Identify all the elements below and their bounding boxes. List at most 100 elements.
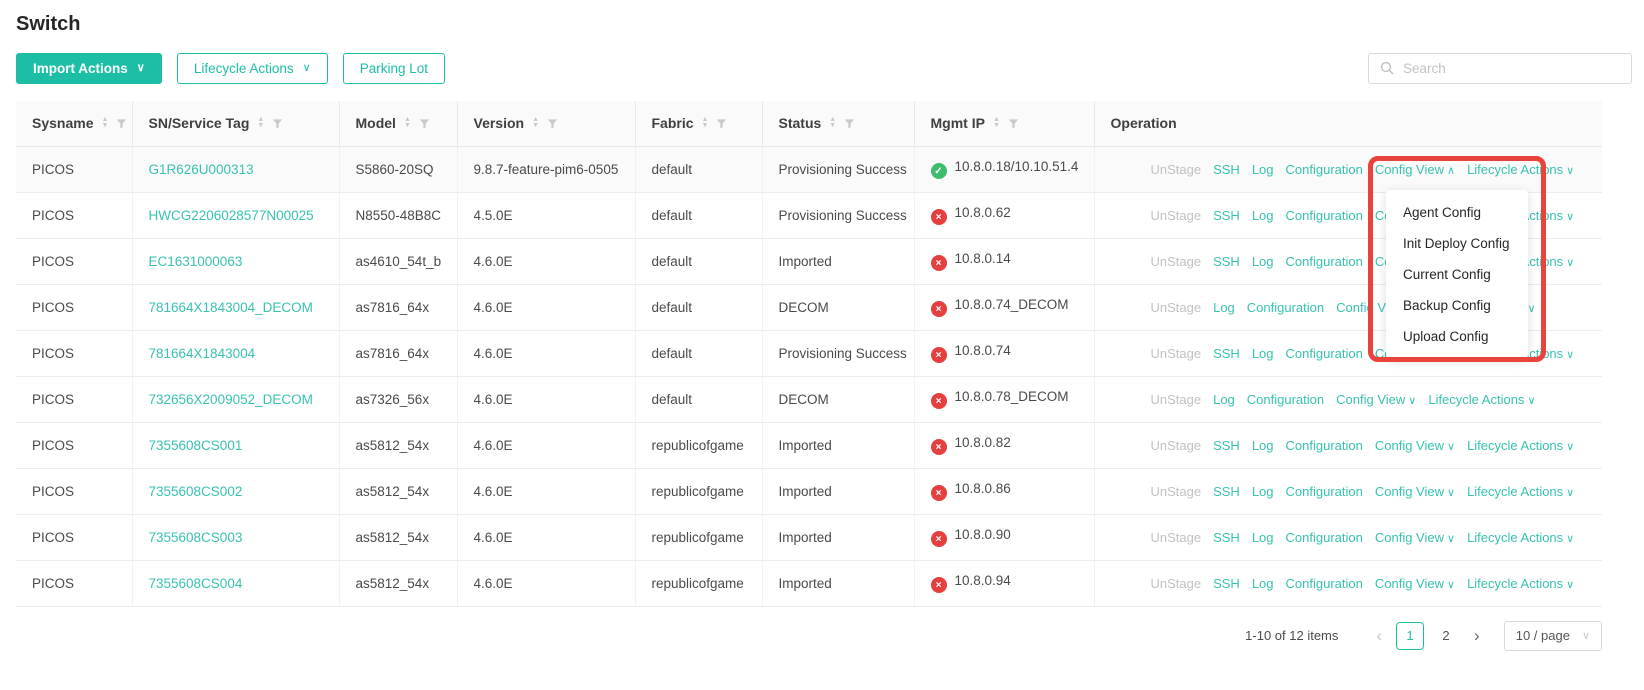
caret-up-icon: ▲ — [701, 116, 709, 124]
sn-link[interactable]: 781664X1843004 — [148, 345, 256, 361]
op-lifecycle-actions[interactable]: Lifecycle Actions∨ — [1467, 575, 1575, 591]
op-config-view[interactable]: Config View∨ — [1374, 529, 1456, 545]
filter-icon[interactable] — [716, 118, 727, 129]
op-log[interactable]: Log — [1251, 575, 1274, 591]
op-configuration[interactable]: Configuration — [1285, 253, 1363, 269]
cell-version: 4.5.0E — [457, 192, 636, 239]
op-config-view[interactable]: Config View∨ — [1374, 483, 1456, 499]
lifecycle-actions-button[interactable]: Lifecycle Actions ∨ — [176, 52, 328, 84]
op-lifecycle-actions[interactable]: Lifecycle Actions∨ — [1428, 391, 1536, 407]
caret-down-icon: ▼ — [257, 122, 265, 130]
sort-icon[interactable]: ▲ ▼ — [101, 116, 108, 129]
prev-page-button[interactable]: ‹ — [1376, 626, 1383, 645]
cell-fabric: default — [635, 146, 763, 193]
op-ssh[interactable]: SSH — [1213, 161, 1240, 177]
search-box[interactable] — [1368, 52, 1632, 84]
op-configuration[interactable]: Configuration — [1285, 161, 1363, 177]
op-configuration[interactable]: Configuration — [1246, 391, 1325, 407]
column-header-fabric[interactable]: Fabric ▲ ▼ — [635, 101, 763, 147]
op-ssh[interactable]: SSH — [1213, 529, 1240, 545]
op-config-view[interactable]: Config View∨ — [1336, 391, 1417, 407]
filter-icon[interactable] — [419, 118, 430, 129]
op-log[interactable]: Log — [1251, 161, 1274, 177]
op-log[interactable]: Log — [1213, 391, 1235, 407]
sn-link[interactable]: G1R626U000313 — [148, 161, 254, 177]
menu-item-agent-config[interactable]: Agent Config — [1403, 205, 1482, 220]
filter-icon[interactable] — [547, 118, 558, 129]
sn-link[interactable]: 732656X2009052_DECOM — [148, 391, 313, 407]
column-header-status[interactable]: Status ▲ ▼ — [762, 101, 915, 147]
op-log[interactable]: Log — [1251, 529, 1274, 545]
sort-icon[interactable]: ▲ ▼ — [701, 116, 709, 130]
filter-icon[interactable] — [1008, 118, 1019, 129]
column-header-version[interactable]: Version ▲ ▼ — [457, 101, 636, 147]
op-ssh[interactable]: SSH — [1213, 345, 1240, 361]
sn-link[interactable]: 7355608CS004 — [148, 575, 243, 591]
page-button-2[interactable]: 2 — [1442, 628, 1450, 643]
sort-icon[interactable]: ▲ ▼ — [829, 116, 836, 129]
op-configuration[interactable]: Configuration — [1246, 299, 1325, 315]
op-ssh[interactable]: SSH — [1213, 575, 1240, 591]
sort-icon[interactable]: ▲ ▼ — [993, 116, 1000, 129]
op-log[interactable]: Log — [1251, 437, 1274, 453]
sort-icon[interactable]: ▲ ▼ — [532, 116, 539, 129]
sn-link[interactable]: EC1631000063 — [148, 253, 243, 269]
op-log[interactable]: Log — [1213, 299, 1235, 315]
filter-icon[interactable] — [116, 118, 127, 129]
filter-icon[interactable] — [272, 118, 283, 129]
menu-item-backup-config[interactable]: Backup Config — [1403, 298, 1491, 313]
op-configuration[interactable]: Configuration — [1285, 483, 1363, 499]
page-size-select[interactable]: 10 / page ∨ — [1503, 620, 1602, 651]
sn-link[interactable]: 7355608CS002 — [148, 483, 243, 499]
column-header-model[interactable]: Model ▲ ▼ — [339, 101, 458, 147]
cell-version: 4.6.0E — [457, 560, 636, 607]
cell-version: 4.6.0E — [457, 284, 636, 331]
menu-item-upload-config[interactable]: Upload Config — [1403, 329, 1489, 344]
op-configuration[interactable]: Configuration — [1285, 529, 1363, 545]
sn-link[interactable]: 7355608CS003 — [148, 529, 243, 545]
caret-down-icon: ▼ — [701, 122, 709, 130]
op-lifecycle-actions[interactable]: Lifecycle Actions∨ — [1467, 483, 1575, 499]
op-config-view[interactable]: Config View∨ — [1374, 575, 1456, 591]
op-log[interactable]: Log — [1251, 253, 1274, 269]
op-config-view[interactable]: Config View∨ — [1374, 437, 1456, 453]
sn-link[interactable]: 781664X1843004_DECOM — [148, 299, 313, 315]
op-configuration[interactable]: Configuration — [1285, 207, 1363, 223]
search-input[interactable] — [1401, 59, 1620, 77]
op-ssh[interactable]: SSH — [1213, 253, 1240, 269]
op-ssh[interactable]: SSH — [1213, 437, 1240, 453]
sn-link[interactable]: HWCG2206028577N00025 — [148, 207, 314, 223]
op-configuration[interactable]: Configuration — [1285, 575, 1363, 591]
page-button-1[interactable]: 1 — [1396, 621, 1425, 650]
menu-item-init-deploy-config[interactable]: Init Deploy Config — [1403, 236, 1510, 251]
import-actions-button[interactable]: Import Actions ∨ — [16, 52, 162, 84]
next-page-button[interactable]: › — [1474, 626, 1480, 645]
version-value: 4.6.0E — [473, 299, 513, 315]
chevron-down-icon: ∨ — [1447, 486, 1456, 499]
cell-operation: UnStage SSH Log Configuration Config View∨ Li… — [1094, 468, 1602, 515]
sn-link[interactable]: 7355608CS001 — [148, 437, 243, 453]
mgmt-ip-value: 10.8.0.90 — [954, 526, 1011, 542]
sort-icon[interactable]: ▲ ▼ — [257, 116, 265, 130]
menu-item-current-config[interactable]: Current Config — [1403, 267, 1491, 282]
op-log[interactable]: Log — [1251, 207, 1274, 223]
column-header-mgmt-ip[interactable]: Mgmt IP ▲ ▼ — [914, 101, 1095, 147]
op-lifecycle-actions[interactable]: Lifecycle Actions∨ — [1467, 161, 1575, 177]
op-ssh[interactable]: SSH — [1213, 483, 1240, 499]
cell-sn: 7355608CS004 — [132, 560, 340, 607]
op-configuration[interactable]: Configuration — [1285, 345, 1363, 361]
op-configuration[interactable]: Configuration — [1285, 437, 1363, 453]
column-header-operation: Operation — [1094, 101, 1602, 147]
parking-lot-button[interactable]: Parking Lot — [342, 52, 445, 84]
op-config-view[interactable]: Config View ∧ — [1374, 161, 1456, 177]
op-lifecycle-actions[interactable]: Lifecycle Actions∨ — [1467, 529, 1575, 545]
status-value: Imported — [778, 529, 832, 545]
op-log[interactable]: Log — [1251, 345, 1274, 361]
column-header-sysname[interactable]: Sysname ▲ ▼ — [16, 101, 133, 147]
op-lifecycle-actions[interactable]: Lifecycle Actions∨ — [1467, 437, 1575, 453]
op-ssh[interactable]: SSH — [1213, 207, 1240, 223]
filter-icon[interactable] — [844, 118, 855, 129]
sort-icon[interactable]: ▲ ▼ — [404, 116, 411, 129]
op-log[interactable]: Log — [1251, 483, 1274, 499]
column-header-sn-service-tag[interactable]: SN/Service Tag ▲ ▼ — [132, 101, 340, 147]
